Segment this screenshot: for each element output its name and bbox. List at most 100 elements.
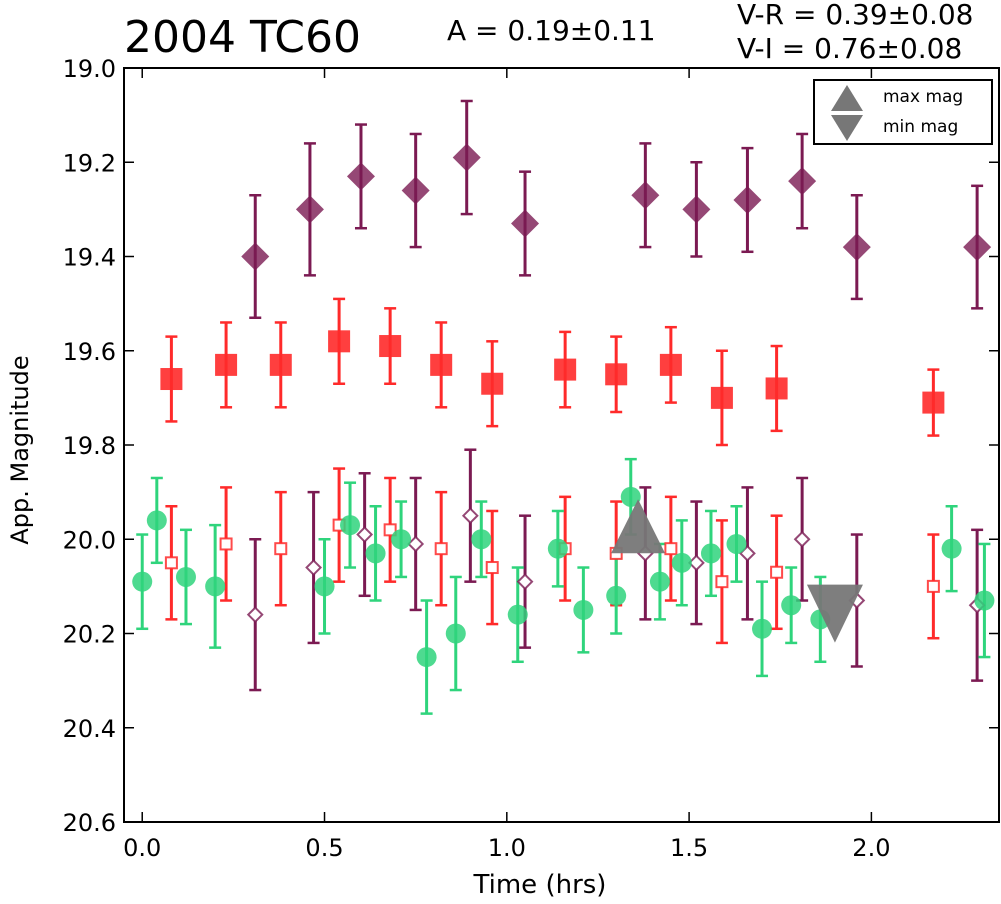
y-tick-label: 19.6 [63,338,116,366]
y-tick-label: 19.2 [63,149,116,177]
data-point-r-filled-square [379,335,402,358]
data-point-i-filled-diamond [452,143,481,172]
data-point-i-open-diamond [793,530,811,548]
y-tick-label: 19.4 [63,244,116,272]
color-vi-label: V-I = 0.76±0.08 [737,32,963,65]
data-point-i-filled-diamond [346,162,375,191]
data-point-r-filled-square [922,391,945,414]
data-point-v-filled-circle [340,515,361,536]
data-point-i-open-diamond [305,559,322,576]
data-point-r-open-square [274,542,288,556]
data-point-r-open-square [485,561,499,575]
data-point-v-filled-circle [752,618,773,639]
data-point-v-filled-circle [573,599,594,620]
legend-label-min: min mag [883,117,959,137]
data-point-r-open-square [664,542,678,556]
data-point-r-open-square [434,542,448,556]
x-tick-label: 0.0 [123,834,161,862]
x-tick-label: 1.0 [488,834,526,862]
x-tick-label: 1.5 [670,834,708,862]
data-point-v-filled-circle [726,533,747,554]
data-point-i-open-diamond [461,507,479,525]
legend: max mag min mag [813,79,993,145]
data-point-v-filled-circle [547,538,568,559]
data-point-i-open-diamond [407,535,425,553]
y-tick-label: 20.2 [63,621,116,649]
data-point-v-filled-circle [471,529,492,550]
data-point-r-open-square [770,565,784,579]
data-point-v-filled-circle [314,576,335,597]
data-point-i-open-diamond [356,526,374,543]
data-point-v-filled-circle [671,552,692,573]
x-axis-label: Time (hrs) [473,870,607,900]
legend-entry-min: min mag [827,113,987,143]
triangle-down-icon [831,115,863,141]
data-point-r-open-square [715,575,729,589]
data-point-v-filled-circle [445,623,466,644]
data-point-i-filled-diamond [842,233,871,262]
data-point-r-filled-square [215,353,238,376]
y-tick-label: 20.4 [63,715,116,743]
data-point-i-filled-diamond [241,242,270,271]
legend-label-max: max mag [883,87,964,107]
y-tick-label: 20.0 [63,526,116,554]
amplitude-label: A = 0.19±0.11 [447,14,656,47]
y-tick-label: 20.6 [63,809,116,837]
marker-layer [132,143,995,668]
data-point-v-filled-circle [365,543,386,564]
data-point-r-filled-square [554,358,577,381]
extrema-layer [611,499,863,643]
legend-entry-max: max mag [827,83,987,113]
data-point-v-filled-circle [606,585,627,606]
data-point-v-filled-circle [175,566,196,587]
data-point-v-filled-circle [416,647,437,668]
triangle-up-icon [831,85,863,111]
data-point-i-open-diamond [516,573,534,591]
data-point-r-open-square [926,579,940,593]
data-point-v-filled-circle [507,604,528,625]
data-point-i-open-diamond [246,606,264,624]
data-point-v-filled-circle [205,576,226,597]
data-point-v-filled-circle [941,538,962,559]
x-tick-label: 2.0 [852,834,890,862]
data-point-v-filled-circle [700,543,721,564]
min-mag-marker [806,584,863,643]
data-point-r-filled-square [659,353,682,376]
data-point-v-filled-circle [620,486,641,507]
y-axis-label: App. Magnitude [6,355,34,545]
data-point-v-filled-circle [974,590,995,611]
data-point-r-open-square [219,537,233,551]
tick-layer: 0.0 0.5 1.0 1.5 2.0 19.0 19.2 19.4 19.6 19.8 20.0 2… [63,55,999,862]
x-tick-label: 0.5 [305,834,343,862]
data-point-v-filled-circle [649,571,670,592]
data-point-i-filled-diamond [733,185,762,214]
data-point-r-filled-square [710,386,733,409]
data-point-r-filled-square [269,353,292,376]
data-point-r-filled-square [605,363,628,386]
data-point-r-open-square [164,556,178,570]
plot-area [124,68,999,822]
plot-frame [123,67,1000,823]
data-point-r-filled-square [328,330,351,353]
data-point-v-filled-circle [781,595,802,616]
data-point-i-filled-diamond [631,181,660,210]
y-tick-label: 19.0 [63,55,116,83]
data-point-r-filled-square [481,372,504,395]
data-point-i-filled-diamond [401,176,430,205]
data-point-r-filled-square [430,353,453,376]
data-point-i-open-diamond [687,554,705,572]
data-point-v-filled-circle [391,529,412,550]
data-point-v-filled-circle [132,571,153,592]
data-point-i-filled-diamond [295,195,324,224]
data-point-i-filled-diamond [682,195,711,224]
chart-title: 2004 TC60 [124,12,361,63]
color-vr-label: V-R = 0.39±0.08 [737,0,974,31]
data-point-r-open-square [383,523,397,537]
data-point-v-filled-circle [146,510,167,531]
data-point-r-filled-square [160,368,183,391]
data-point-i-filled-diamond [788,167,817,196]
data-point-i-filled-diamond [511,209,540,238]
data-point-i-filled-diamond [963,233,992,262]
max-mag-marker [611,499,666,554]
